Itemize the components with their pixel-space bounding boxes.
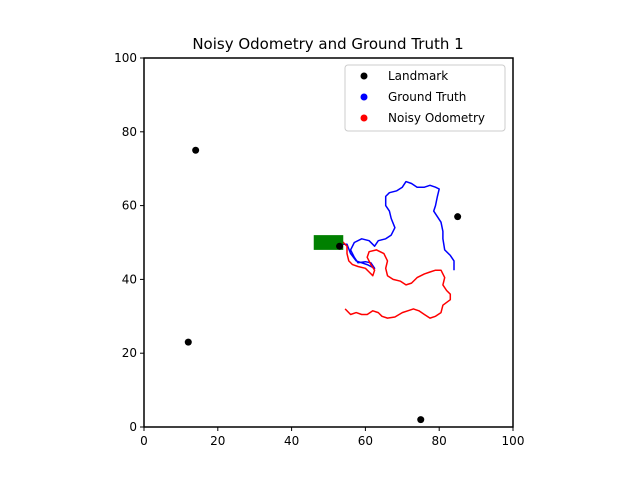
axes-frame xyxy=(143,57,514,428)
x-axis: 0 20 40 60 80 100 xyxy=(140,427,524,448)
x-tick-label: 40 xyxy=(284,434,299,448)
start-pose-marker xyxy=(313,235,344,250)
legend-box xyxy=(344,64,506,132)
legend-marker-landmark xyxy=(360,72,368,80)
y-tick-label: 80 xyxy=(122,125,137,139)
ground-truth-line xyxy=(339,180,455,271)
legend-label-landmark: Landmark xyxy=(388,69,448,83)
legend-marker-noisy-odometry xyxy=(360,114,368,122)
x-tick-label: 100 xyxy=(502,434,525,448)
landmark-point xyxy=(184,338,192,346)
landmark-point xyxy=(454,213,462,221)
legend-label-noisy-odometry: Noisy Odometry xyxy=(388,111,485,125)
y-tick-label: 60 xyxy=(122,199,137,213)
legend-marker-ground-truth xyxy=(360,93,368,101)
y-tick-label: 20 xyxy=(122,346,137,360)
x-tick-label: 80 xyxy=(432,434,447,448)
landmark-point xyxy=(336,242,344,250)
y-tick-label: 0 xyxy=(129,420,137,434)
landmark-point xyxy=(192,146,200,154)
noisy-odometry-line xyxy=(330,238,452,319)
legend-label-ground-truth: Ground Truth xyxy=(388,90,466,104)
y-axis: 0 20 40 60 80 100 xyxy=(114,51,144,434)
y-tick-label: 40 xyxy=(122,272,137,286)
chart-title: Noisy Odometry and Ground Truth 1 xyxy=(192,35,463,53)
y-tick-label: 100 xyxy=(114,51,137,65)
x-tick-label: 20 xyxy=(210,434,225,448)
x-tick-label: 0 xyxy=(140,434,148,448)
landmark-point xyxy=(417,416,425,424)
legend: Landmark Ground Truth Noisy Odometry xyxy=(344,64,506,132)
series-layer xyxy=(184,146,462,424)
x-tick-label: 60 xyxy=(358,434,373,448)
